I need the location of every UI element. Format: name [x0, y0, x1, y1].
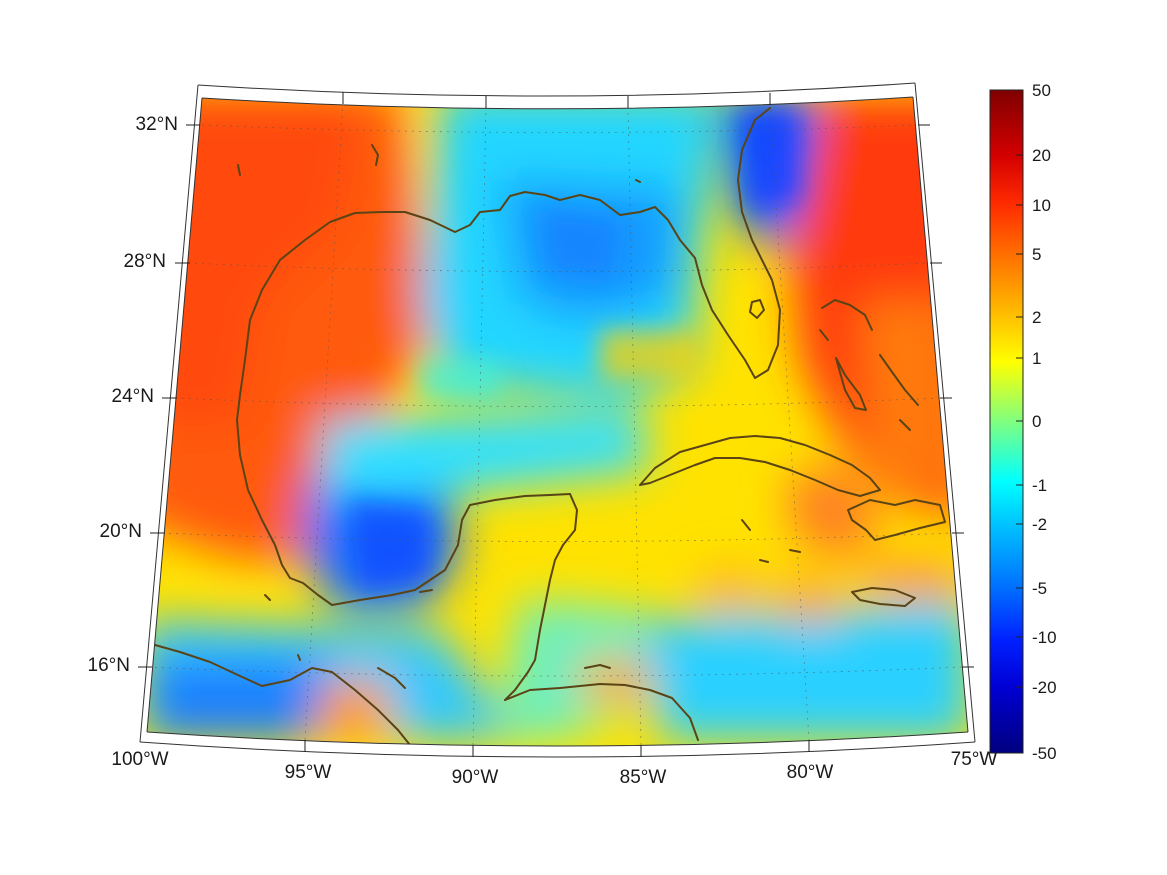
- colorbar-tick-label: -2: [1032, 515, 1047, 534]
- coastline: [154, 107, 946, 746]
- lon-label-95w: 95°W: [285, 762, 332, 783]
- colorbar-tick-label: 10: [1032, 196, 1051, 215]
- lat-label-20n: 20°N: [100, 521, 142, 542]
- map-frame: [138, 82, 976, 758]
- colorbar-tick-label: 0: [1032, 412, 1041, 431]
- lat-label-28n: 28°N: [124, 251, 166, 272]
- colorbar-tick-label: -20: [1032, 678, 1057, 697]
- colorbar-tick-label: 20: [1032, 146, 1051, 165]
- colorbar-tick-label: 2: [1032, 308, 1041, 327]
- colorbar-tick-label: 1: [1032, 349, 1041, 368]
- colorbar-tick-label: -5: [1032, 579, 1047, 598]
- lat-label-16n: 16°N: [88, 655, 130, 676]
- colorbar-tick-label: -50: [1032, 744, 1057, 763]
- lon-label-100w: 100°W: [111, 749, 168, 770]
- lon-label-85w: 85°W: [620, 767, 667, 788]
- lat-label-32n: 32°N: [136, 114, 178, 135]
- lon-label-80w: 80°W: [787, 762, 834, 783]
- longitude-labels: 100°W 95°W 90°W 85°W 80°W 75°W: [111, 749, 997, 788]
- latitude-labels: 32°N 28°N 24°N 20°N 16°N: [88, 114, 178, 676]
- colorbar-tick-label: -1: [1032, 476, 1047, 495]
- colorbar-tick-label: 5: [1032, 245, 1041, 264]
- colorbar-tick-label: -10: [1032, 628, 1057, 647]
- map-field: [147, 97, 968, 746]
- lon-label-75w: 75°W: [951, 749, 998, 770]
- lat-label-24n: 24°N: [112, 386, 154, 407]
- colorbar-tick-label: 50: [1032, 81, 1051, 100]
- lon-label-90w: 90°W: [452, 767, 499, 788]
